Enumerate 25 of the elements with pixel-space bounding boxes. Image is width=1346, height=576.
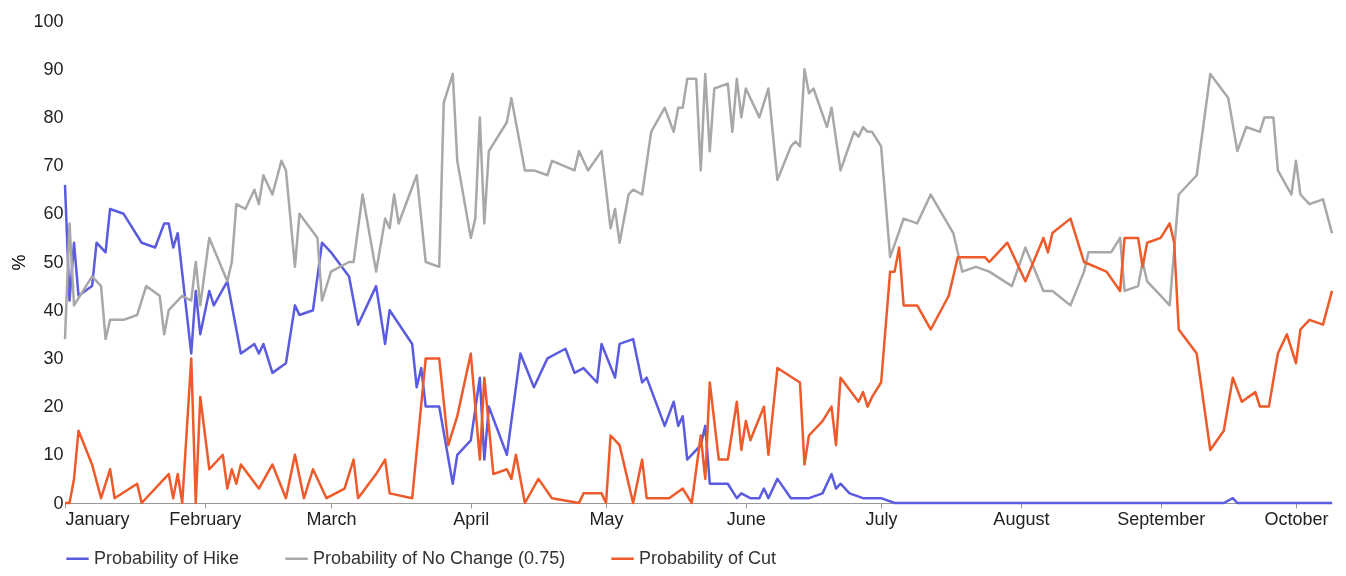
legend-label: Probability of Hike bbox=[94, 547, 240, 568]
y-tick-label: 10 bbox=[43, 444, 64, 465]
y-tick-label: 100 bbox=[33, 10, 64, 31]
x-tick-label: May bbox=[589, 508, 624, 529]
y-axis-title: % bbox=[9, 254, 30, 271]
legend-label: Probability of No Change (0.75) bbox=[313, 547, 566, 568]
x-tick-label: July bbox=[865, 508, 898, 529]
x-tick-label: January bbox=[65, 508, 130, 529]
x-tick-label: April bbox=[453, 508, 490, 529]
y-tick-label: 0 bbox=[53, 492, 64, 513]
y-tick-label: 20 bbox=[43, 396, 64, 417]
x-tick-label: October bbox=[1264, 508, 1329, 529]
y-tick-label: 40 bbox=[43, 299, 64, 320]
x-tick-label: August bbox=[993, 508, 1050, 529]
y-tick-label: 50 bbox=[43, 251, 64, 272]
x-tick-label: June bbox=[726, 508, 766, 529]
y-tick-label: 80 bbox=[43, 106, 64, 127]
x-tick-label: September bbox=[1117, 508, 1206, 529]
y-tick-label: 70 bbox=[43, 155, 64, 176]
legend-label: Probability of Cut bbox=[639, 547, 777, 568]
y-tick-label: 60 bbox=[43, 203, 64, 224]
x-tick-label: February bbox=[169, 508, 242, 529]
x-tick-label: March bbox=[306, 508, 357, 529]
y-tick-label: 30 bbox=[43, 347, 64, 368]
y-tick-label: 90 bbox=[43, 58, 64, 79]
